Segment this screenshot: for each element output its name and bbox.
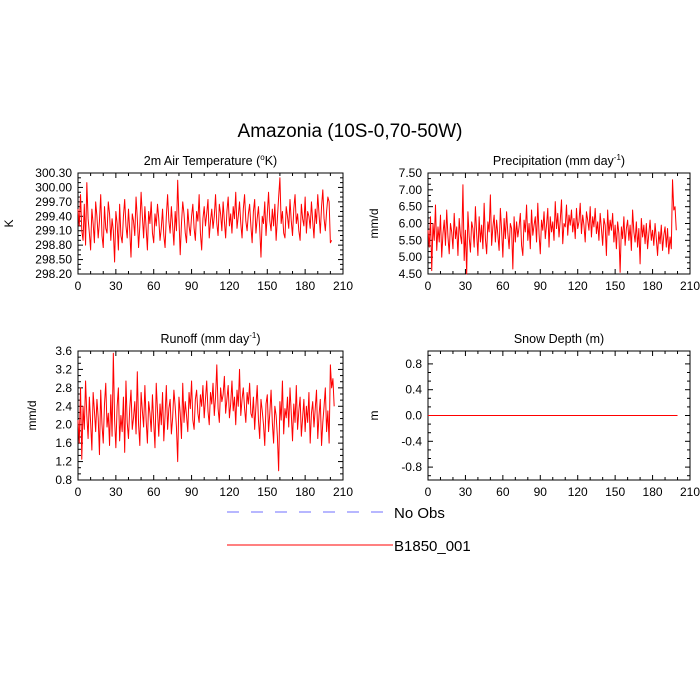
p0-y-tick-label: 300.00 [35, 180, 72, 194]
p1-y-tick-label: 7.00 [399, 183, 423, 197]
p1-y-tick-label: 6.50 [399, 200, 423, 214]
p3-y-tick-label: 0.4 [405, 383, 422, 397]
p0-y-tick-label: 298.50 [35, 253, 72, 267]
p2-x-tick-label: 120 [219, 485, 239, 499]
p1-series-line-b1850-001 [427, 179, 677, 275]
p0-x-tick-label: 30 [109, 279, 123, 293]
p0-x-tick-label: 90 [185, 279, 199, 293]
p3-panel-title: Snow Depth (m) [514, 332, 604, 346]
p3-y-tick-label: 0.0 [405, 409, 422, 423]
p2-y-tick-label: 2.4 [55, 399, 72, 413]
p1-x-tick-label: 210 [680, 279, 700, 293]
p2-plot-frame [77, 350, 344, 481]
p0-x-tick-label: 60 [147, 279, 161, 293]
p3-y-tick-label: -0.4 [401, 434, 422, 448]
p2-y-tick-label: 2.8 [55, 381, 72, 395]
p0-x-tick-label: 210 [333, 279, 353, 293]
p1-y-axis-label: mm/d [367, 209, 381, 239]
p3-x-tick-label: 150 [605, 485, 625, 499]
p3-x-tick-label: 0 [425, 485, 432, 499]
p0-series-line-b1850-001 [77, 177, 333, 263]
p1-panel-title: Precipitation (mm day-1) [493, 153, 625, 168]
p0-x-tick-label: 180 [295, 279, 315, 293]
p2-x-tick-label: 180 [295, 485, 315, 499]
panel-snow-depth: 0 30 60 90 120 150 180 210 -0.8 -0.4 0.0 0.4 0.8 m Sno… [367, 332, 700, 499]
p0-y-axis-label: K [2, 219, 16, 227]
p3-y-tick-label: 0.8 [405, 357, 422, 371]
p1-x-tick-label: 180 [643, 279, 663, 293]
p2-y-tick-label: 3.2 [55, 362, 72, 376]
p3-x-tick-label: 90 [534, 485, 548, 499]
p2-y-tick-label: 1.6 [55, 436, 72, 450]
p1-y-tick-label: 4.50 [399, 267, 423, 281]
p2-y-tick-label: 2.0 [55, 418, 72, 432]
p1-y-tick-label: 5.00 [399, 250, 423, 264]
legend-label-no-obs: No Obs [394, 505, 445, 522]
legend-label-b1850-001: B1850_001 [394, 538, 471, 555]
p2-y-axis-label: mm/d [25, 401, 39, 431]
p2-x-tick-label: 210 [333, 485, 353, 499]
p1-y-tick-label: 5.50 [399, 233, 423, 247]
p1-x-tick-label: 30 [459, 279, 473, 293]
p0-y-tick-label: 299.40 [35, 209, 72, 223]
panel-air-temperature: 0 30 60 90 120 150 180 210298.20298.50298.80299… [2, 153, 353, 293]
p2-y-tick-label: 3.6 [55, 344, 72, 358]
panel-runoff: 0 30 60 90 120 150 180 210 0.8 1.2 1.6 2.0 2.4 2.8 3.2… [25, 331, 353, 499]
p2-x-tick-label: 30 [109, 485, 123, 499]
p0-panel-title: 2m Air Temperature (oK) [144, 153, 277, 168]
p2-panel-title: Runoff (mm day-1) [161, 331, 261, 346]
p2-x-tick-label: 60 [147, 485, 161, 499]
p3-x-tick-label: 210 [680, 485, 700, 499]
p1-x-tick-label: 0 [425, 279, 432, 293]
p0-x-tick-label: 150 [257, 279, 277, 293]
p1-y-tick-label: 7.50 [399, 166, 423, 180]
p2-x-tick-label: 0 [75, 485, 82, 499]
p0-y-tick-label: 300.30 [35, 166, 72, 180]
p1-x-tick-label: 150 [605, 279, 625, 293]
p0-y-tick-label: 299.70 [35, 195, 72, 209]
p3-y-tick-label: -0.8 [401, 460, 422, 474]
p1-x-tick-label: 90 [534, 279, 548, 293]
p3-x-tick-label: 180 [643, 485, 663, 499]
p2-y-tick-label: 1.2 [55, 455, 72, 469]
p2-y-tick-label: 0.8 [55, 473, 72, 487]
p3-x-tick-label: 30 [459, 485, 473, 499]
p2-x-tick-label: 150 [257, 485, 277, 499]
p0-y-tick-label: 299.10 [35, 224, 72, 238]
figure-title: Amazonia (10S-0,70-50W) [238, 121, 463, 142]
p2-series-line-b1850-001 [77, 352, 335, 472]
p0-y-tick-label: 298.20 [35, 267, 72, 281]
p2-x-tick-label: 90 [185, 485, 199, 499]
legend: No Obs B1850_001 [227, 505, 471, 555]
p1-x-tick-label: 120 [568, 279, 588, 293]
panel-precipitation: 0 30 60 90 120 150 180 210 4.50 5.00 5.50 6.00 6.50 7… [367, 153, 700, 293]
p0-x-tick-label: 120 [219, 279, 239, 293]
p3-x-tick-label: 60 [496, 485, 510, 499]
p1-y-tick-label: 6.00 [399, 217, 423, 231]
p0-y-tick-label: 298.80 [35, 238, 72, 252]
p3-x-tick-label: 120 [568, 485, 588, 499]
p0-plot-frame [77, 172, 344, 275]
p0-x-tick-label: 0 [75, 279, 82, 293]
p1-x-tick-label: 60 [496, 279, 510, 293]
p3-y-axis-label: m [367, 411, 381, 421]
